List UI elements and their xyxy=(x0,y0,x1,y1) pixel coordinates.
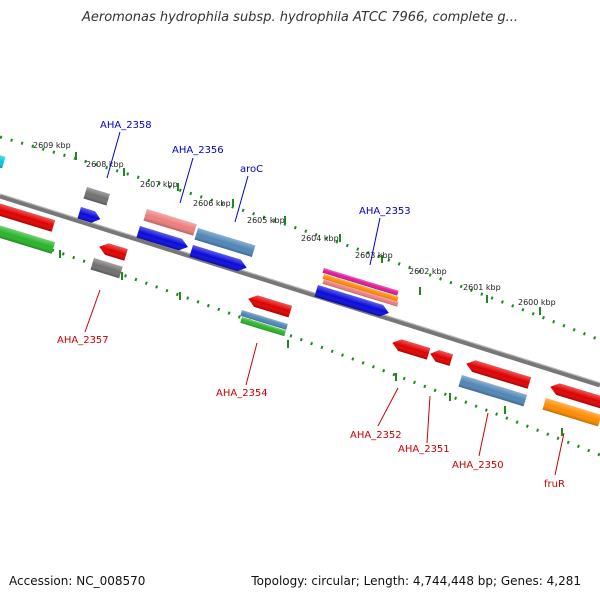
feature-gene-aha-2356-shading xyxy=(143,209,197,236)
feature-gene-aha-2351-shading xyxy=(430,350,454,366)
feature-gene-aha-2354-c[interactable] xyxy=(240,317,286,337)
feature-gene-aha-2354-shading xyxy=(248,295,293,318)
feature-gene-aroc-strand[interactable] xyxy=(189,245,248,273)
feature-gene-aha-2358[interactable] xyxy=(83,187,110,206)
feature-gene-aha-2356[interactable] xyxy=(143,209,197,236)
feature-bar-green-left[interactable] xyxy=(0,223,56,254)
ruler-label: 2609 kbp xyxy=(33,141,71,150)
feature-gene-aha-2354-b[interactable] xyxy=(240,310,288,330)
feature-gene-aha-2352[interactable] xyxy=(390,337,431,360)
gene-labels: AHA_2358 AHA_2356 aroC AHA_2353 AHA_2357… xyxy=(57,120,565,490)
feature-bar-red-left[interactable] xyxy=(0,201,56,232)
feature-gene-aha-2354-c-shading xyxy=(240,317,286,337)
feature-bar-cyan-edge[interactable] xyxy=(0,154,6,169)
feature-gene-aha-2350-strand[interactable] xyxy=(458,375,528,407)
feature-gene-aha-2353-strand-shading xyxy=(314,285,389,317)
gene-label-frur[interactable]: fruR xyxy=(544,479,565,490)
feature-gene-aha-2356-strand-shading xyxy=(136,226,188,251)
gene-label-aha-2350[interactable]: AHA_2350 xyxy=(452,460,504,471)
feature-gene-aha-2353-strand[interactable] xyxy=(314,285,390,319)
feature-gene-aha-2357[interactable] xyxy=(97,241,128,261)
feature-gene-aha-2358-strand[interactable] xyxy=(77,207,102,225)
ruler-label: 2605 kbp xyxy=(247,216,285,225)
genome-summary-text: Topology: circular; Length: 4,744,448 bp… xyxy=(251,574,581,588)
ruler-label: 2602 kbp xyxy=(409,267,447,276)
feature-gene-aha-2357-shading xyxy=(99,243,128,261)
feature-gene-aha-2350-shading xyxy=(466,360,532,389)
feature-gene-aha-2351[interactable] xyxy=(428,348,454,366)
gene-label-aha-2354[interactable]: AHA_2354 xyxy=(216,388,268,399)
feature-gene-aha-2358-strand-shading xyxy=(77,207,101,223)
feature-gene-aha-2358-shading xyxy=(83,187,110,206)
feature-gene-aroc-shading xyxy=(194,228,256,258)
feature-gene-aha-2353-b-shading xyxy=(322,274,399,302)
feature-gene-frur-strand[interactable] xyxy=(542,398,600,427)
feature-gene-aha-2352-shading xyxy=(392,339,431,360)
gene-label-aroc[interactable]: aroC xyxy=(240,164,263,175)
gene-label-aha-2353[interactable]: AHA_2353 xyxy=(359,206,411,217)
genome-backbone xyxy=(0,193,600,388)
feature-bar-red-left-shading xyxy=(0,201,56,232)
feature-gene-aha-2353[interactable] xyxy=(322,268,399,296)
feature-gene-aha-2353-shading xyxy=(322,268,399,296)
map-title: Aeromonas hydrophila subsp. hydrophila A… xyxy=(81,10,519,25)
ruler-label: 2603 kbp xyxy=(355,251,393,260)
feature-gene-aroc-strand-shading xyxy=(189,245,247,272)
feature-gene-aha-2353-c[interactable] xyxy=(322,279,399,307)
gene-label-aha-2351[interactable]: AHA_2351 xyxy=(398,444,450,455)
feature-gene-frur-strand-shading xyxy=(542,398,600,427)
feature-gene-aroc[interactable] xyxy=(194,228,256,258)
outer-ruler-ring xyxy=(0,135,600,342)
leader-lines xyxy=(84,131,565,476)
ruler-label: 2600 kbp xyxy=(518,298,556,307)
feature-gene-aha-2356-strand[interactable] xyxy=(136,226,189,253)
feature-gene-aha-2354[interactable] xyxy=(246,293,293,318)
gene-label-aha-2357[interactable]: AHA_2357 xyxy=(57,335,109,346)
gene-label-aha-2356[interactable]: AHA_2356 xyxy=(172,145,224,156)
ruler-label: 2608 kbp xyxy=(86,160,124,169)
ruler-label: 2607 kbp xyxy=(140,180,178,189)
feature-gene-aha-2354-b-shading xyxy=(240,310,288,330)
feature-gene-frur[interactable] xyxy=(548,381,600,409)
feature-gene-frur-shading xyxy=(550,383,600,409)
inner-ruler-ring xyxy=(0,230,600,457)
feature-bar-cyan-edge-shading xyxy=(0,154,6,169)
gene-label-aha-2352[interactable]: AHA_2352 xyxy=(350,430,402,441)
gene-label-aha-2358[interactable]: AHA_2358 xyxy=(100,120,152,131)
genome-backbone-highlight xyxy=(0,193,600,384)
feature-gene-aha-2357-strand[interactable] xyxy=(90,258,123,279)
ruler-label: 2606 kbp xyxy=(193,199,231,208)
feature-gene-aha-2353-b[interactable] xyxy=(322,274,399,302)
ruler-label: 2604 kbp xyxy=(301,234,339,243)
feature-gene-aha-2353-c-shading xyxy=(322,279,399,307)
accession-text: Accession: NC_008570 xyxy=(9,574,146,588)
ruler-label: 2601 kbp xyxy=(463,283,501,292)
ruler-labels: 2609 kbp 2608 kbp 2607 kbp 2606 kbp 2605… xyxy=(33,141,556,307)
feature-layer xyxy=(0,154,600,427)
feature-gene-aha-2357-strand-shading xyxy=(90,258,123,279)
ruler-ticks xyxy=(59,152,563,436)
feature-gene-aha-2350[interactable] xyxy=(464,358,532,389)
feature-bar-green-left-shading xyxy=(0,223,56,254)
feature-gene-aha-2350-strand-shading xyxy=(458,375,528,407)
